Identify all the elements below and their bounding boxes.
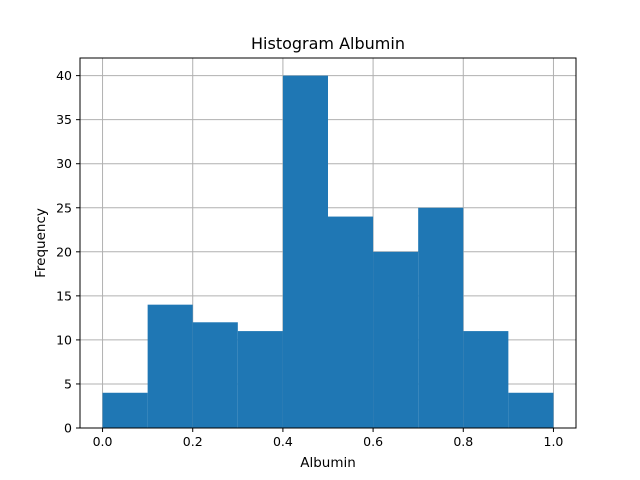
histogram-bar xyxy=(463,331,509,428)
x-tick-label: 1.0 xyxy=(544,434,564,449)
y-tick-label: 0 xyxy=(64,421,72,436)
histogram-bar xyxy=(328,216,374,428)
histogram-bar xyxy=(282,75,328,428)
histogram-bar xyxy=(102,392,148,428)
y-tick-label: 35 xyxy=(56,112,72,127)
histogram-bar xyxy=(508,392,554,428)
tick-layer: 0.0 0.2 0.4 0.6 0.8 1.0 0 5 10 15 20 25 30 35 40 xyxy=(56,68,563,449)
x-tick-label: 0.2 xyxy=(183,434,203,449)
y-tick-label: 25 xyxy=(56,200,72,215)
y-tick-label: 20 xyxy=(56,244,72,259)
histogram-bar xyxy=(237,331,283,428)
histogram-bar xyxy=(147,304,193,428)
x-tick-label: 0.0 xyxy=(93,434,113,449)
chart-title: Histogram Albumin xyxy=(251,34,405,53)
x-axis-label: Albumin xyxy=(300,455,356,471)
y-tick-label: 40 xyxy=(56,68,72,83)
x-tick-label: 0.4 xyxy=(273,434,293,449)
y-tick-label: 30 xyxy=(56,156,72,171)
plot-frame xyxy=(79,57,577,429)
y-axis-label: Frequency xyxy=(33,208,49,278)
y-tick-label: 15 xyxy=(56,288,72,303)
x-tick-label: 0.6 xyxy=(363,434,383,449)
y-tick-label: 5 xyxy=(64,376,72,391)
histogram-bar xyxy=(192,322,238,428)
histogram-bar xyxy=(418,207,464,428)
bar-layer xyxy=(102,75,554,428)
x-tick-label: 0.8 xyxy=(453,434,473,449)
y-tick-label: 10 xyxy=(56,332,72,347)
histogram-bar xyxy=(373,251,419,428)
